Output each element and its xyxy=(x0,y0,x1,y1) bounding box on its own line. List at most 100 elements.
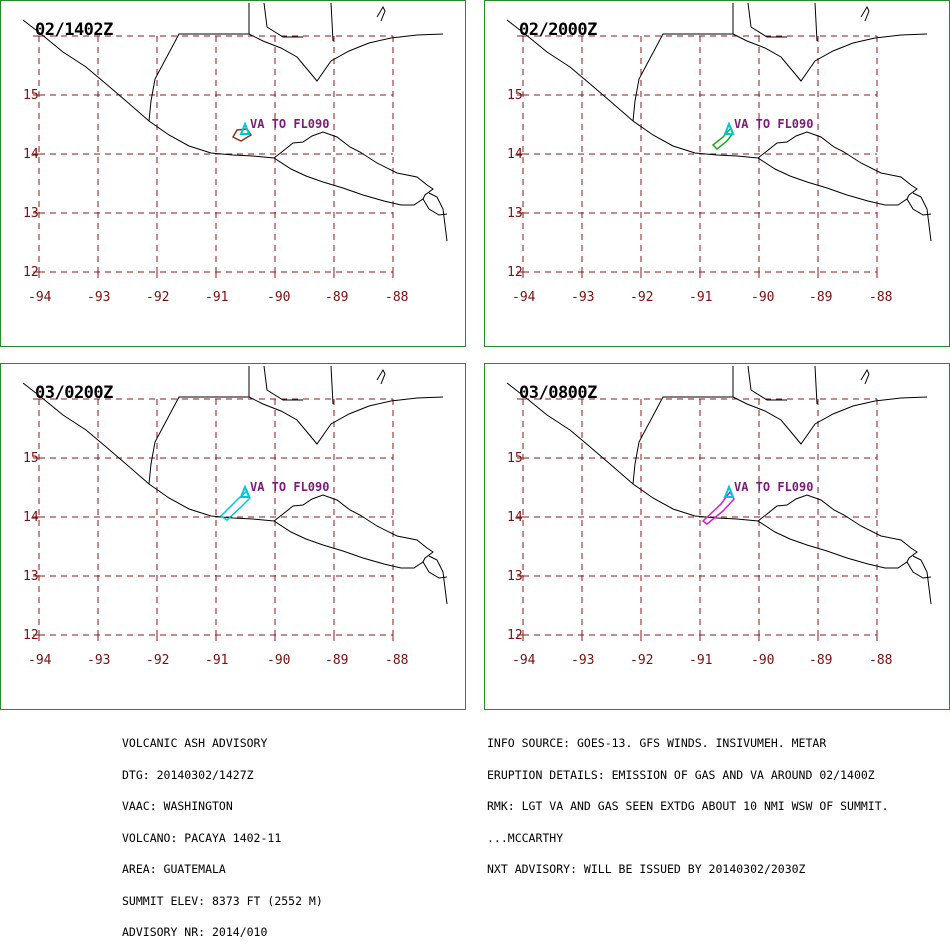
longitude-label: -89 xyxy=(809,290,833,305)
panel-timestamp: 03/0200Z xyxy=(35,383,113,403)
longitude-label: -89 xyxy=(325,653,349,668)
coastline-border xyxy=(330,365,334,405)
coastline-border xyxy=(273,131,434,200)
latitude-label: 13 xyxy=(23,569,39,584)
longitude-label: -90 xyxy=(751,653,775,668)
longitude-label: -89 xyxy=(325,290,349,305)
latitude-label: 13 xyxy=(23,206,39,221)
advisory-line: VOLCANO: PACAYA 1402-11 xyxy=(122,830,282,845)
advisory-line: NXT ADVISORY: WILL BE ISSUED BY 20140302… xyxy=(487,862,806,876)
coastline-border xyxy=(22,382,448,579)
coastline-border xyxy=(248,396,444,445)
map-panel: 03/0800Z VA TO FL090 15 14 13 12 -94 -93 -92 -91 -… xyxy=(484,363,950,710)
map-panel: 02/2000Z VA TO FL090 15 14 13 12 -94 -93 -92 -91 -… xyxy=(484,0,950,347)
coastline-border xyxy=(632,366,734,485)
map-panel: 02/1402Z VA TO FL090 15 14 13 12 -94 -93 -92 -91 -… xyxy=(0,0,466,347)
coastline-border xyxy=(912,555,932,605)
coastline-border xyxy=(376,5,386,22)
coastline-border xyxy=(248,33,444,82)
map-canvas xyxy=(506,365,932,641)
longitude-label: -93 xyxy=(571,653,595,668)
va-flight-level-label: VA TO FL090 xyxy=(250,480,330,494)
coastline-border xyxy=(814,365,818,405)
volcano-marker xyxy=(723,484,735,498)
longitude-label: -90 xyxy=(267,653,291,668)
latitude-label: 15 xyxy=(507,88,523,103)
longitude-label: -92 xyxy=(146,290,170,305)
map-canvas xyxy=(22,2,448,278)
longitude-label: -91 xyxy=(205,653,229,668)
coastline-border xyxy=(148,3,250,122)
coastline-border xyxy=(22,19,448,216)
latitude-label: 12 xyxy=(507,628,523,643)
coastline-border xyxy=(732,33,928,82)
va-flight-level-label: VA TO FL090 xyxy=(734,480,814,494)
coastline-border xyxy=(506,19,932,216)
longitude-label: -93 xyxy=(87,290,111,305)
panel-timestamp: 03/0800Z xyxy=(519,383,597,403)
longitude-label: -93 xyxy=(571,290,595,305)
latitude-label: 14 xyxy=(23,147,39,162)
longitude-label: -89 xyxy=(809,653,833,668)
advisory-line: INFO SOURCE: GOES-13. GFS WINDS. INSIVUM… xyxy=(487,736,827,750)
coastline-border xyxy=(428,192,448,242)
coastline-border xyxy=(860,368,870,385)
longitude-label: -88 xyxy=(869,653,893,668)
ash-cloud-polygon xyxy=(711,126,734,151)
coastline-border xyxy=(732,396,928,445)
advisory-line: AREA: GUATEMALA xyxy=(122,862,226,876)
ash-cloud-polygon xyxy=(701,490,735,525)
latitude-label: 12 xyxy=(23,265,39,280)
coastline-border xyxy=(148,366,250,485)
coastline-border xyxy=(263,2,303,38)
advisory-info-right: INFO SOURCE: GOES-13. GFS WINDS. INSIVUM… xyxy=(487,717,889,885)
map-canvas xyxy=(22,365,448,641)
advisory-line: VAAC: WASHINGTON xyxy=(122,799,233,813)
advisory-line: VOLCANIC ASH ADVISORY xyxy=(122,736,268,750)
latitude-label: 14 xyxy=(507,510,523,525)
ash-cloud-polygon xyxy=(219,489,251,521)
longitude-label: -94 xyxy=(512,290,536,305)
coastline-border xyxy=(860,5,870,22)
longitude-label: -91 xyxy=(689,290,713,305)
longitude-label: -92 xyxy=(146,653,170,668)
longitude-label: -94 xyxy=(512,653,536,668)
advisory-info-left: VOLCANIC ASH ADVISORY DTG: 20140302/1427… xyxy=(122,717,323,948)
latitude-label: 15 xyxy=(23,88,39,103)
longitude-label: -92 xyxy=(630,290,654,305)
map-panel: 03/0200Z VA TO FL090 15 14 13 12 -94 -93 -92 -91 -… xyxy=(0,363,466,710)
latitude-label: 12 xyxy=(507,265,523,280)
advisory-line: ADVISORY NR: 2014/010 xyxy=(122,925,268,939)
advisory-line: ERUPTION DETAILS: EMISSION OF GAS AND VA… xyxy=(487,767,875,782)
longitude-label: -94 xyxy=(28,653,52,668)
longitude-label: -91 xyxy=(205,290,229,305)
latitude-label: 14 xyxy=(23,510,39,525)
map-canvas xyxy=(506,2,932,278)
volcano-marker xyxy=(239,484,251,498)
advisory-line: DTG: 20140302/1427Z xyxy=(122,767,254,782)
longitude-label: -93 xyxy=(87,653,111,668)
longitude-label: -94 xyxy=(28,290,52,305)
volcano-marker xyxy=(239,121,251,135)
coastline-border xyxy=(912,192,932,242)
panel-timestamp: 02/1402Z xyxy=(35,20,113,40)
longitude-label: -88 xyxy=(385,653,409,668)
advisory-line: ...MCCARTHY xyxy=(487,830,564,845)
coastline-border xyxy=(757,131,918,200)
coastline-border xyxy=(757,494,918,563)
coastline-border xyxy=(330,2,334,42)
coastline-border xyxy=(428,555,448,605)
advisory-line: RMK: LGT VA AND GAS SEEN EXTDG ABOUT 10 … xyxy=(487,799,889,813)
coastline-border xyxy=(814,2,818,42)
coastline-border xyxy=(506,382,932,579)
coastline-border xyxy=(747,365,787,401)
latitude-label: 12 xyxy=(23,628,39,643)
advisory-line: SUMMIT ELEV: 8373 FT (2552 M) xyxy=(122,893,323,908)
latitude-label: 15 xyxy=(507,451,523,466)
panel-timestamp: 02/2000Z xyxy=(519,20,597,40)
coastline-border xyxy=(747,2,787,38)
coastline-border xyxy=(376,368,386,385)
coastline-border xyxy=(273,494,434,563)
latitude-label: 13 xyxy=(507,569,523,584)
latitude-label: 15 xyxy=(23,451,39,466)
